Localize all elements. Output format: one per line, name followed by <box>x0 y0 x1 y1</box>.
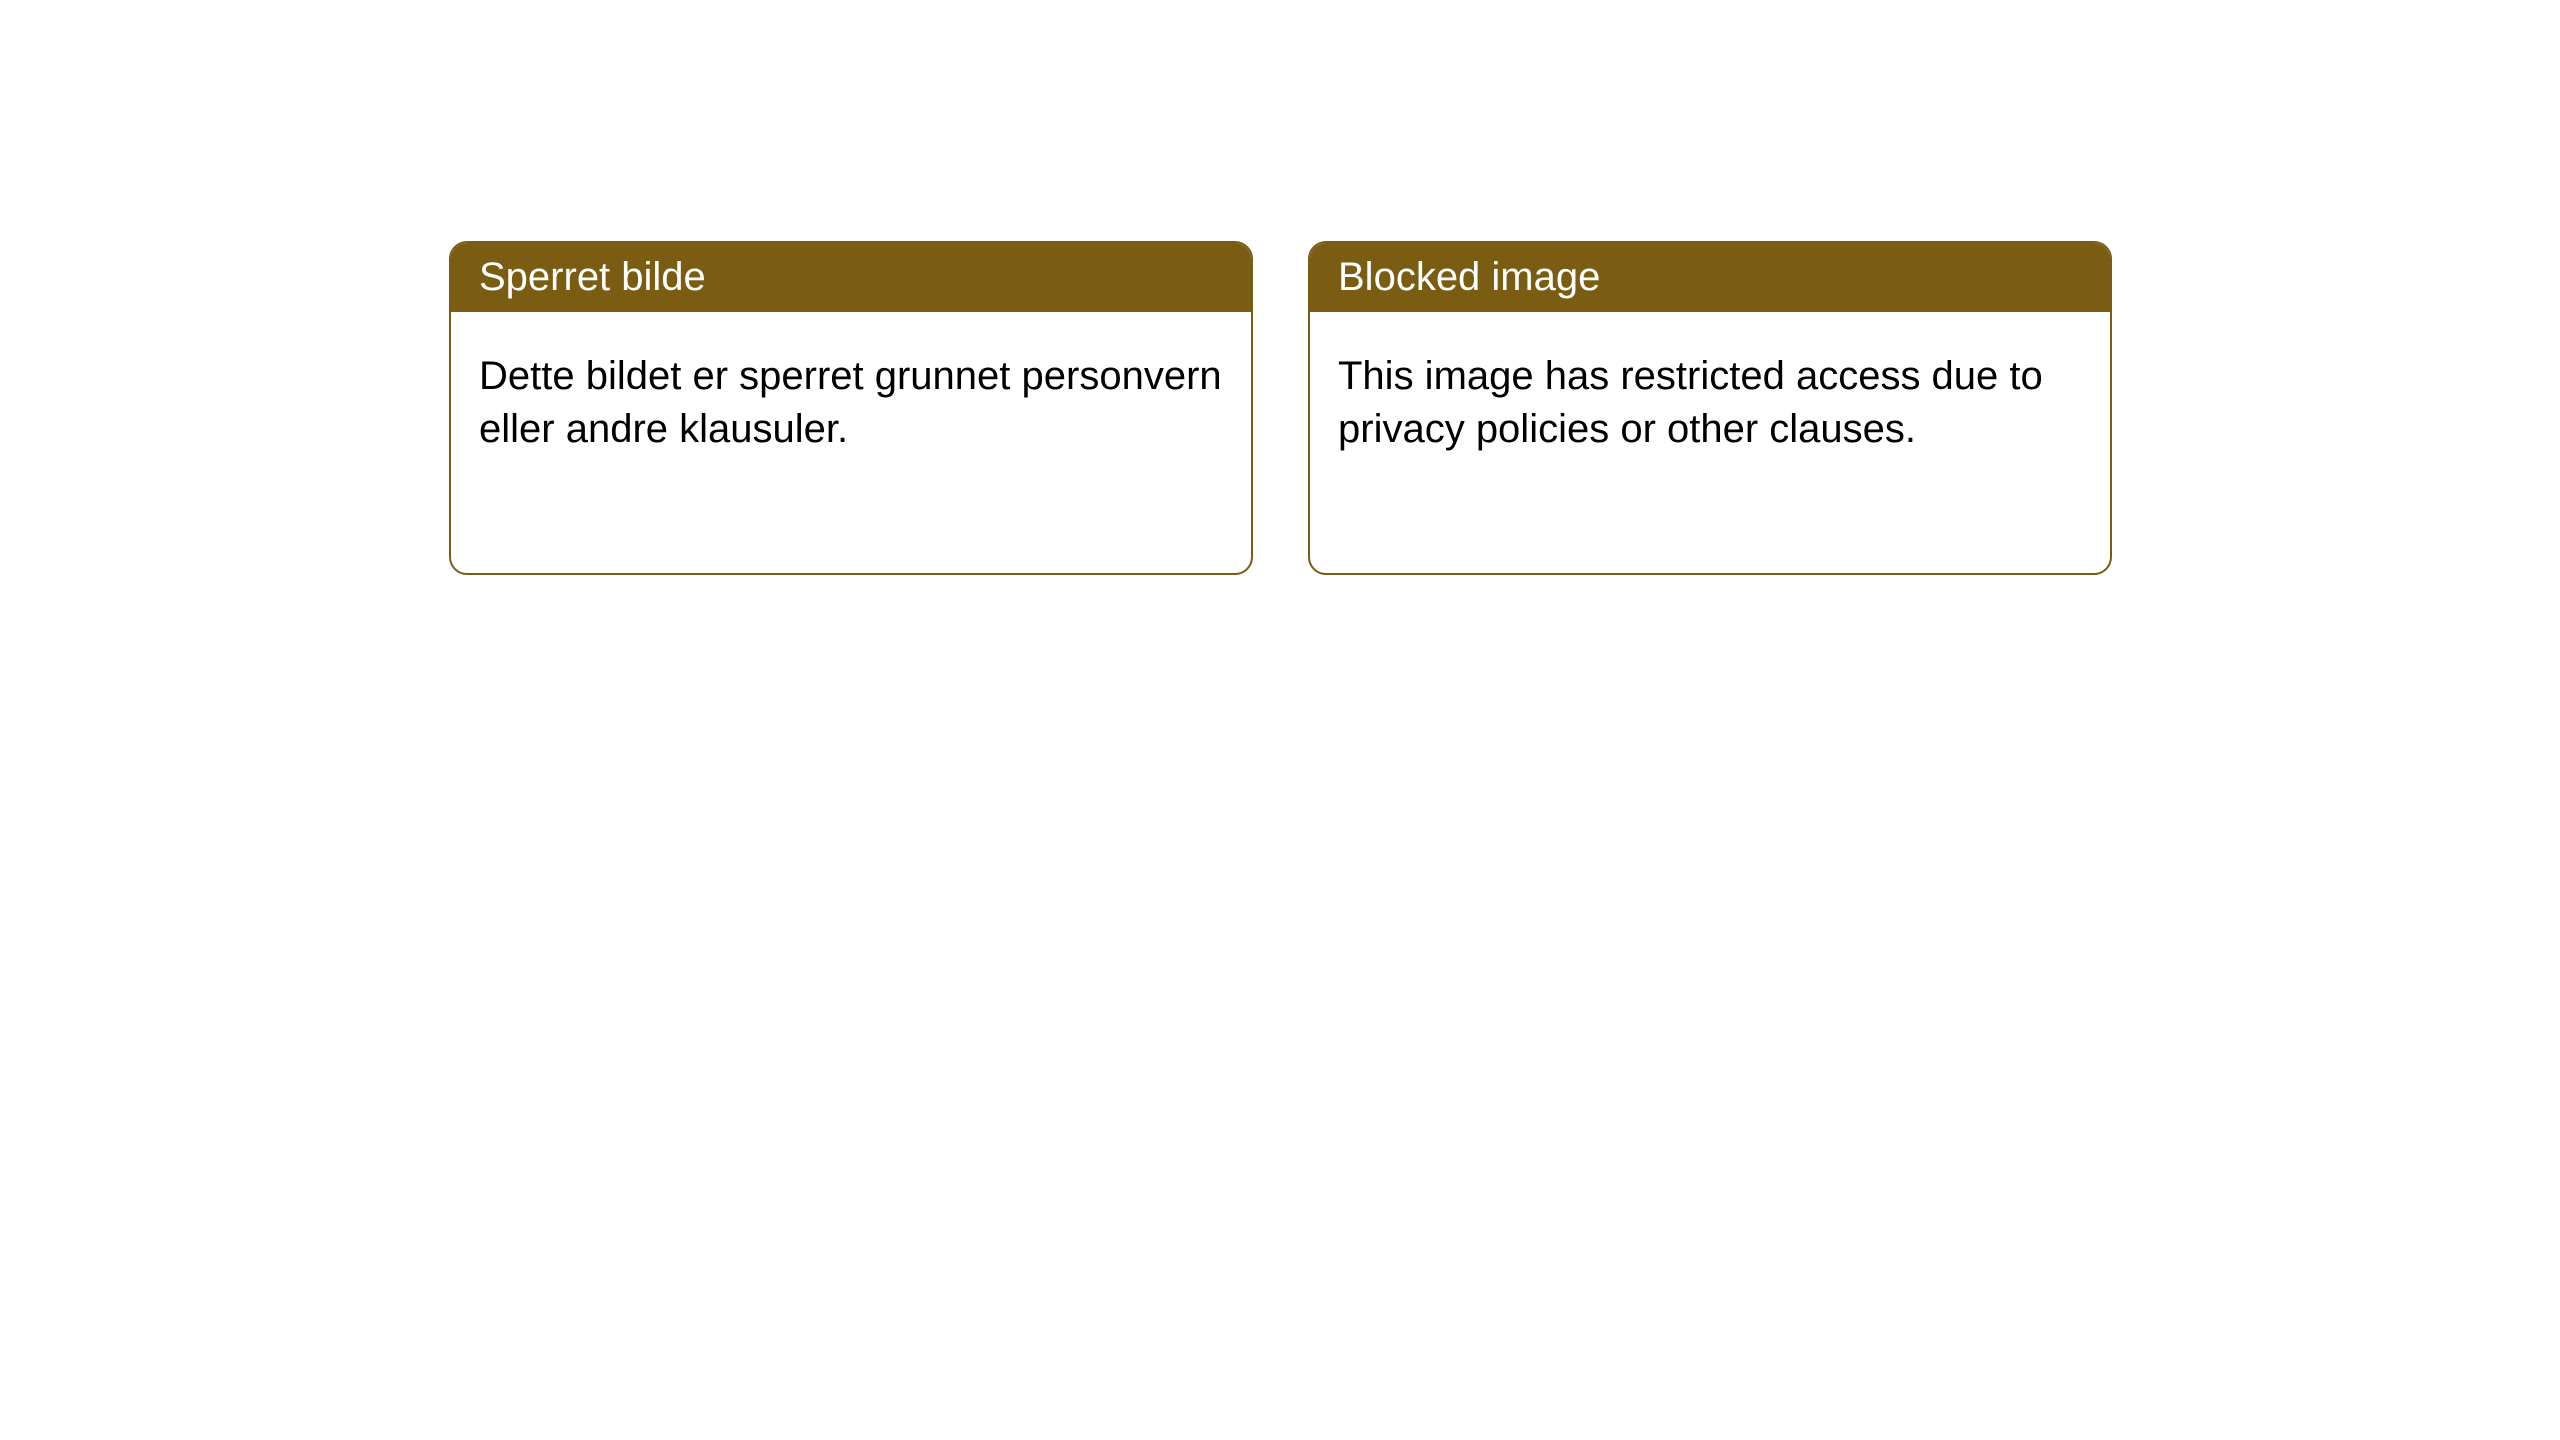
card-header: Sperret bilde <box>451 243 1251 312</box>
notice-card-norwegian: Sperret bilde Dette bildet er sperret gr… <box>449 241 1253 575</box>
card-body: This image has restricted access due to … <box>1310 312 2110 494</box>
notice-card-english: Blocked image This image has restricted … <box>1308 241 2112 575</box>
card-body-text: Dette bildet er sperret grunnet personve… <box>479 354 1222 451</box>
card-title: Sperret bilde <box>479 255 706 299</box>
notice-cards-container: Sperret bilde Dette bildet er sperret gr… <box>449 241 2112 575</box>
card-header: Blocked image <box>1310 243 2110 312</box>
card-body-text: This image has restricted access due to … <box>1338 354 2043 451</box>
card-title: Blocked image <box>1338 255 1600 299</box>
card-body: Dette bildet er sperret grunnet personve… <box>451 312 1251 494</box>
